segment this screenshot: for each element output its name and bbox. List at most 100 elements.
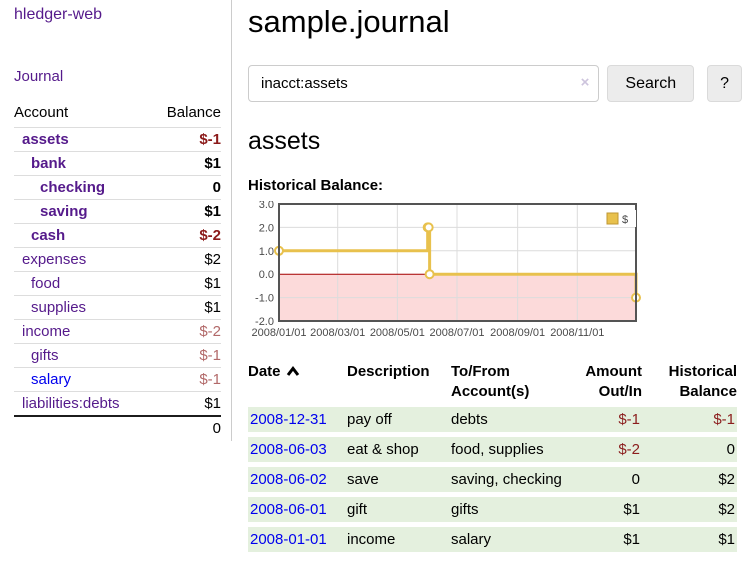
register-row: 2008-06-01 gift gifts $1 $2 [248, 497, 737, 522]
account-name-cell: gifts [14, 343, 151, 368]
accounts-table: Account Balance assets $-1 bank $1 checking 0… [14, 104, 221, 439]
account-name-cell: assets [14, 127, 151, 152]
register-header-date: Date [248, 362, 347, 402]
nav-journal-link[interactable]: Journal [14, 68, 64, 85]
sidebar: hledger-web Journal Account Balance asse… [0, 0, 232, 441]
register-balance: $2 [718, 501, 735, 518]
y-tick-label: -1.0 [255, 293, 274, 305]
date-link[interactable]: 2008-06-03 [250, 441, 327, 458]
account-name-cell: bank [14, 151, 151, 176]
register-row: 2008-06-02 save saving, checking 0 $2 [248, 467, 737, 492]
register-header-row: Date Description To/From Account(s) Amou… [248, 362, 737, 402]
accounts-total-row: 0 [14, 415, 221, 439]
accounts-header-row: Account Balance [14, 104, 221, 128]
register-date-cell: 2008-06-03 [248, 437, 347, 462]
accounts-total-value: 0 [150, 415, 221, 439]
search-bar: × Search ? [248, 65, 742, 102]
x-tick-label: 2008/09/01 [490, 327, 545, 339]
account-row: checking 0 [14, 175, 221, 200]
account-balance: $1 [150, 295, 221, 320]
account-link[interactable]: supplies [31, 299, 87, 316]
register-accounts: debts [451, 411, 488, 428]
account-row: saving $1 [14, 199, 221, 224]
account-name-cell: cash [14, 223, 151, 248]
register-accounts: saving, checking [451, 471, 562, 488]
register-balance: $-1 [713, 411, 735, 428]
sidebar-nav: Journal [14, 68, 221, 86]
clear-search-icon[interactable]: × [580, 74, 590, 91]
account-link[interactable]: saving [40, 203, 88, 220]
register-balance: 0 [726, 441, 735, 458]
date-link[interactable]: 2008-12-31 [250, 411, 327, 428]
account-link[interactable]: gifts [31, 347, 59, 364]
register-balance: $2 [718, 471, 735, 488]
x-tick-label: 2008/01/01 [251, 327, 306, 339]
register-header-accounts: To/From Account(s) [451, 363, 530, 400]
app-title-link[interactable]: hledger-web [14, 6, 103, 23]
search-input-wrap: × [248, 65, 600, 102]
account-name-cell: saving [14, 199, 151, 224]
y-tick-label: 2.0 [259, 222, 274, 234]
account-heading: assets [248, 127, 321, 155]
register-row: 2008-06-03 eat & shop food, supplies $-2 0 [248, 437, 737, 462]
account-balance: $-1 [150, 127, 221, 152]
register-description: pay off [347, 411, 392, 428]
register-header-date-label: Date [248, 363, 281, 380]
x-tick-label: 2008/07/01 [429, 327, 484, 339]
register-date-cell: 2008-01-01 [248, 527, 347, 552]
x-tick-label: 2008/11/01 [550, 327, 604, 339]
date-link[interactable]: 2008-01-01 [250, 531, 327, 548]
legend-label: $ [622, 214, 628, 226]
account-name-cell: liabilities:debts [14, 391, 151, 416]
account-link[interactable]: checking [40, 179, 106, 196]
data-point-marker [423, 222, 434, 233]
search-button[interactable]: Search [607, 65, 695, 102]
account-row: cash $-2 [14, 223, 221, 248]
y-tick-label: 1.0 [259, 246, 274, 258]
help-button[interactable]: ? [707, 65, 742, 102]
register-accounts: food, supplies [451, 441, 544, 458]
register-description: income [347, 531, 396, 548]
account-balance: $2 [150, 247, 221, 272]
account-name-cell: expenses [14, 247, 151, 272]
account-link[interactable]: food [31, 275, 61, 292]
legend-swatch [606, 212, 619, 225]
account-name-cell: salary [14, 367, 151, 392]
account-balance: $1 [150, 151, 221, 176]
account-balance: $1 [150, 391, 221, 416]
main-content: sample.journal × Search ? assets Histori… [248, 0, 742, 557]
account-link[interactable]: bank [31, 155, 67, 172]
register-accounts: gifts [451, 501, 479, 518]
sort-ascending-icon [286, 366, 299, 376]
register-row: 2008-12-31 pay off debts $-1 $-1 [248, 407, 737, 432]
historical-balance-chart: 3.0 2.0 1.0 0.0 -1.0 -2.0 2008/01/01 2008/03/01… [248, 201, 742, 343]
account-row: expenses $2 [14, 247, 221, 272]
date-link[interactable]: 2008-06-02 [250, 471, 327, 488]
account-balance: $-2 [150, 223, 221, 248]
register-amount: $-1 [618, 411, 640, 428]
register-amount: 0 [631, 471, 640, 488]
account-row: income $-2 [14, 319, 221, 344]
account-link[interactable]: salary [31, 371, 72, 388]
search-input[interactable] [248, 65, 600, 102]
account-balance: $1 [150, 271, 221, 296]
account-row: salary $-1 [14, 367, 221, 392]
account-link[interactable]: expenses [22, 251, 87, 268]
account-link[interactable]: assets [22, 131, 69, 148]
account-balance: $-1 [150, 343, 221, 368]
account-name-cell: income [14, 319, 151, 344]
account-row: liabilities:debts $1 [14, 391, 221, 416]
account-link[interactable]: cash [31, 227, 66, 244]
page-title: sample.journal [248, 4, 450, 39]
register-table: Date Description To/From Account(s) Amou… [248, 357, 737, 557]
register-amount: $-2 [618, 441, 640, 458]
account-link[interactable]: income [22, 323, 71, 340]
register-date-cell: 2008-12-31 [248, 407, 347, 432]
register-description: gift [347, 501, 368, 518]
date-link[interactable]: 2008-06-01 [250, 501, 327, 518]
account-link[interactable]: liabilities:debts [22, 395, 120, 412]
account-name-cell: checking [14, 175, 151, 200]
register-header-amount: Amount Out/In [585, 363, 642, 400]
